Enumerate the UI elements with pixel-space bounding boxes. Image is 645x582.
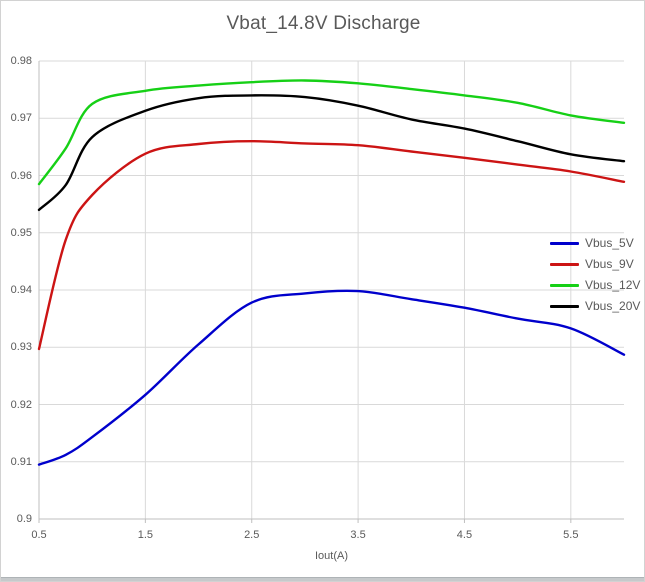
y-tick-label: 0.96	[10, 169, 32, 182]
series-line-vbus_5v	[37, 289, 626, 466]
series-line-vbus_20v	[37, 94, 626, 212]
x-tick-label: 1.5	[137, 529, 153, 541]
legend-line-swatch	[550, 304, 579, 308]
legend-line-swatch	[550, 262, 579, 266]
legend-line-swatch	[550, 283, 579, 287]
y-tick-label: 0.94	[10, 284, 32, 296]
legend-item-vbus_9v: Vbus_9V	[550, 256, 634, 272]
legend-label: Vbus_20V	[585, 299, 641, 313]
y-tick-label: 0.98	[10, 55, 32, 67]
y-tick-label: 0.91	[10, 455, 32, 468]
legend-label: Vbus_5V	[585, 236, 634, 250]
chart-title: Vbat_14.8V Discharge	[226, 13, 421, 34]
y-tick-label: 0.93	[10, 341, 32, 354]
legend-item-vbus_5v: Vbus_5V	[550, 235, 634, 251]
y-tick-label: 0.9	[16, 513, 32, 525]
x-tick-label: 0.5	[31, 529, 47, 541]
x-tick-label: 4.5	[456, 529, 473, 541]
legend-item-vbus_12v: Vbus_12V	[550, 277, 640, 293]
series-line-vbus_12v	[37, 79, 626, 186]
x-axis-title: Iout(A)	[314, 550, 348, 562]
y-tick-label: 0.95	[10, 226, 32, 239]
y-tick-label: 0.97	[10, 112, 32, 125]
x-tick-label: 3.5	[350, 529, 366, 541]
x-tick-label: 5.5	[563, 529, 579, 541]
legend-label: Vbus_9V	[585, 257, 634, 271]
window-bottom-edge	[1, 577, 644, 581]
legend-item-vbus_20v: Vbus_20V	[550, 298, 640, 314]
legend-line-swatch	[550, 241, 579, 245]
y-tick-label: 0.92	[10, 398, 32, 411]
legend-label: Vbus_12V	[585, 278, 641, 292]
series-line-vbus_9v	[37, 139, 626, 351]
x-tick-label: 2.5	[244, 529, 260, 541]
